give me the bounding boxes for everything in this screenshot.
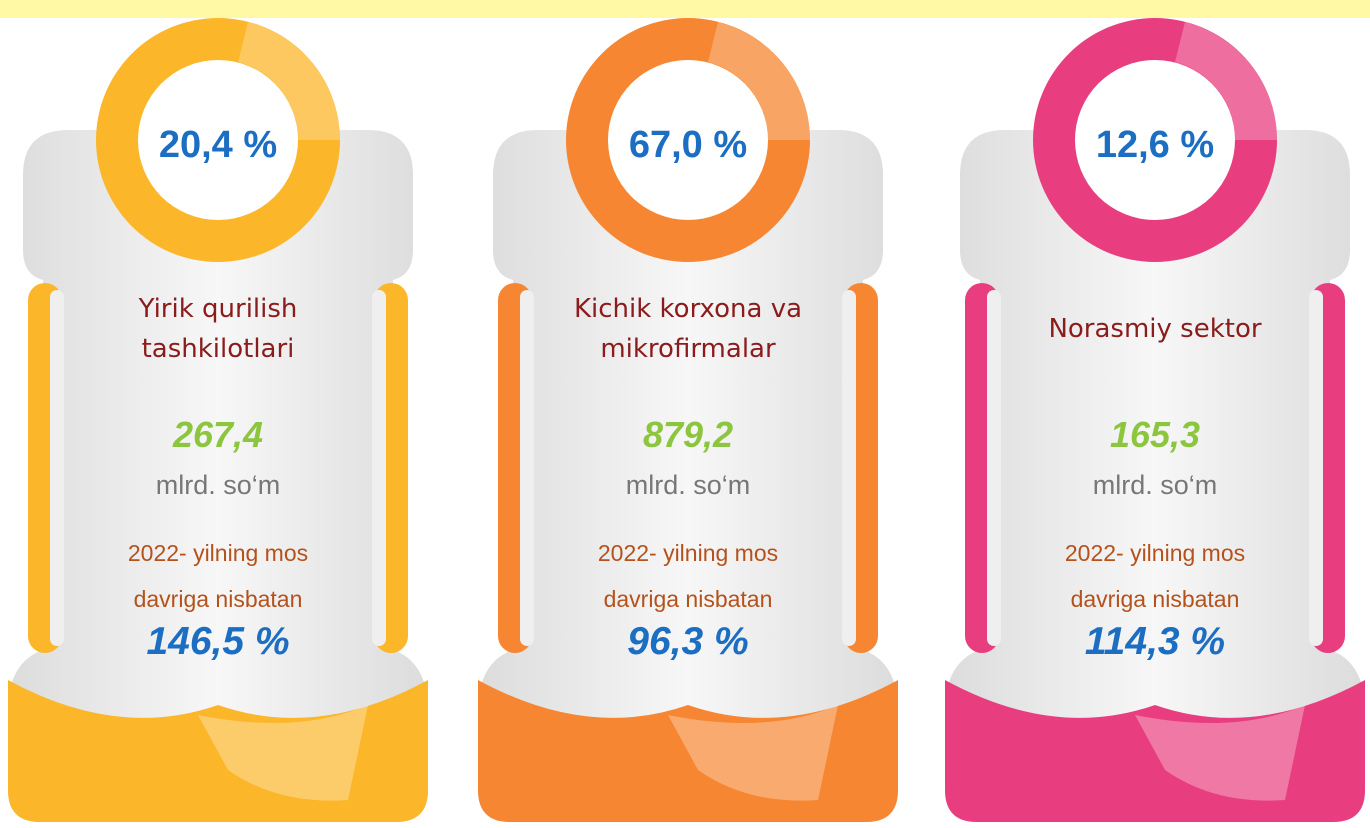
side-inner: [1309, 290, 1323, 646]
card-title: Kichik korxona va mikrofirmalar: [573, 294, 803, 364]
percent: 67,0 %: [628, 124, 748, 166]
amount: 165,3: [1109, 414, 1201, 455]
bottom-highlight: [668, 705, 838, 801]
card-bottom: [8, 680, 428, 822]
card-bottom: [478, 680, 898, 822]
card-title: Yirik qurilish tashkilotlari: [138, 294, 298, 364]
card-bottom: [945, 680, 1365, 822]
ring-highlight: [1175, 22, 1277, 140]
change: 146,5 %: [146, 620, 290, 663]
change: 96,3 %: [627, 620, 749, 663]
ring-hole: [608, 60, 768, 220]
comparison: 2022- yilning mos davriga nisbatan: [127, 540, 309, 612]
top-band: [0, 0, 1370, 18]
card-panel: [945, 130, 1365, 822]
comparison: 2022- yilning mos davriga nisbatan: [597, 540, 779, 612]
side-inner: [987, 290, 1001, 646]
side-inner: [842, 290, 856, 646]
unit: mlrd. so‘m: [1092, 470, 1218, 500]
ring-hole: [1075, 60, 1235, 220]
card-panel: [478, 130, 898, 822]
unit: mlrd. so‘m: [625, 470, 751, 500]
comparison: 2022- yilning mos davriga nisbatan: [1064, 540, 1246, 612]
ring-highlight: [238, 22, 340, 140]
side-inner: [50, 290, 64, 646]
percent: 20,4 %: [158, 124, 278, 166]
ring-hole: [138, 60, 298, 220]
amount: 879,2: [642, 414, 734, 455]
change: 114,3 %: [1084, 620, 1226, 663]
percent: 12,6 %: [1095, 124, 1215, 166]
bottom-highlight: [198, 705, 368, 801]
unit: mlrd. so‘m: [155, 470, 281, 500]
side-inner: [520, 290, 534, 646]
amount: 267,4: [172, 414, 264, 455]
bottom-highlight: [1135, 705, 1305, 801]
card-title: Norasmiy sektor: [1048, 314, 1262, 344]
side-inner: [372, 290, 386, 646]
ring-highlight: [708, 22, 810, 140]
card-panel: [8, 130, 428, 822]
